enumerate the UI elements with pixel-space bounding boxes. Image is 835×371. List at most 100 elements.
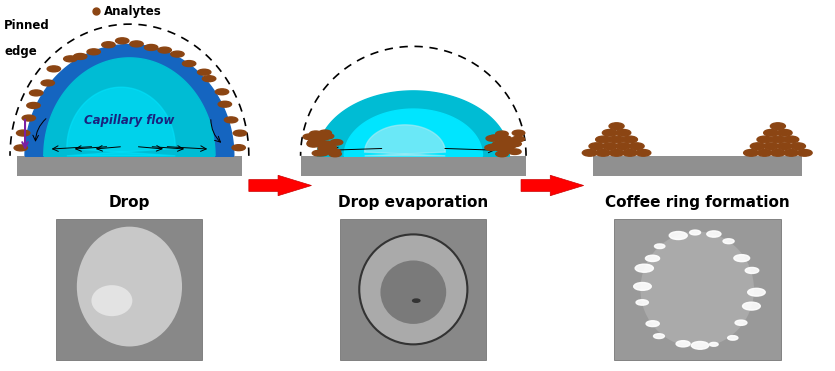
Circle shape: [158, 47, 171, 53]
Circle shape: [744, 150, 759, 156]
Polygon shape: [67, 87, 175, 156]
Circle shape: [655, 244, 665, 249]
Circle shape: [764, 129, 779, 136]
Circle shape: [784, 136, 799, 143]
Circle shape: [751, 143, 766, 150]
Polygon shape: [344, 109, 483, 156]
Circle shape: [14, 145, 28, 151]
Circle shape: [202, 76, 215, 82]
Polygon shape: [44, 58, 215, 156]
Circle shape: [63, 56, 77, 62]
Circle shape: [503, 144, 515, 149]
Circle shape: [310, 131, 322, 137]
Polygon shape: [317, 91, 509, 156]
Circle shape: [582, 150, 597, 156]
Circle shape: [609, 136, 624, 143]
Circle shape: [690, 230, 701, 235]
Circle shape: [87, 49, 100, 55]
Circle shape: [182, 60, 195, 66]
Circle shape: [307, 141, 320, 146]
Circle shape: [488, 144, 500, 150]
Circle shape: [497, 135, 509, 141]
Circle shape: [771, 136, 786, 143]
FancyArrow shape: [249, 175, 311, 196]
Circle shape: [218, 101, 231, 107]
Circle shape: [328, 149, 341, 154]
Circle shape: [318, 145, 331, 151]
Bar: [614, 219, 781, 360]
Circle shape: [645, 255, 660, 262]
Circle shape: [319, 130, 331, 136]
Circle shape: [757, 150, 772, 156]
Circle shape: [170, 51, 184, 57]
Circle shape: [589, 143, 604, 150]
Circle shape: [503, 140, 515, 145]
Bar: [341, 219, 486, 360]
Circle shape: [512, 130, 524, 136]
Circle shape: [198, 69, 211, 75]
Circle shape: [496, 142, 509, 148]
Circle shape: [225, 117, 238, 123]
Circle shape: [609, 150, 624, 156]
Circle shape: [512, 136, 524, 142]
Circle shape: [615, 143, 630, 150]
Circle shape: [669, 232, 687, 240]
Text: Coffee ring formation: Coffee ring formation: [605, 195, 790, 210]
Circle shape: [324, 145, 337, 150]
Circle shape: [329, 151, 342, 157]
Circle shape: [771, 123, 786, 129]
Circle shape: [634, 282, 651, 290]
Circle shape: [215, 89, 229, 95]
Circle shape: [791, 143, 806, 150]
Ellipse shape: [77, 227, 182, 347]
Circle shape: [312, 150, 325, 156]
Circle shape: [493, 141, 505, 147]
Text: edge: edge: [4, 45, 37, 58]
Circle shape: [129, 41, 143, 47]
Ellipse shape: [92, 285, 132, 316]
Circle shape: [635, 264, 653, 272]
Circle shape: [710, 342, 718, 346]
Circle shape: [742, 302, 761, 310]
Circle shape: [654, 334, 665, 339]
Circle shape: [509, 141, 521, 147]
Circle shape: [676, 341, 690, 347]
Circle shape: [316, 150, 328, 156]
Circle shape: [412, 299, 420, 302]
Circle shape: [309, 141, 321, 146]
Circle shape: [635, 150, 650, 156]
Circle shape: [595, 136, 610, 143]
Circle shape: [488, 135, 501, 141]
Circle shape: [303, 134, 316, 139]
Circle shape: [646, 321, 660, 326]
Polygon shape: [365, 125, 445, 156]
Circle shape: [602, 143, 617, 150]
Circle shape: [622, 150, 637, 156]
Ellipse shape: [381, 260, 446, 324]
Circle shape: [493, 145, 505, 151]
Circle shape: [311, 133, 324, 138]
Text: Capillary flow: Capillary flow: [84, 114, 175, 127]
Circle shape: [691, 341, 709, 349]
Circle shape: [233, 130, 246, 136]
Polygon shape: [25, 45, 234, 156]
Circle shape: [29, 90, 43, 96]
Circle shape: [102, 42, 115, 48]
Ellipse shape: [359, 234, 468, 344]
Circle shape: [734, 255, 750, 262]
Circle shape: [505, 141, 518, 146]
Circle shape: [41, 80, 54, 86]
FancyArrow shape: [521, 175, 584, 196]
Circle shape: [509, 149, 521, 154]
Circle shape: [757, 136, 772, 143]
Circle shape: [622, 136, 637, 143]
Circle shape: [501, 147, 514, 152]
Circle shape: [615, 129, 630, 136]
Circle shape: [23, 115, 36, 121]
Circle shape: [115, 38, 129, 44]
Circle shape: [797, 150, 812, 156]
Circle shape: [777, 129, 792, 136]
Circle shape: [784, 150, 799, 156]
Circle shape: [308, 139, 321, 145]
Circle shape: [312, 141, 325, 147]
